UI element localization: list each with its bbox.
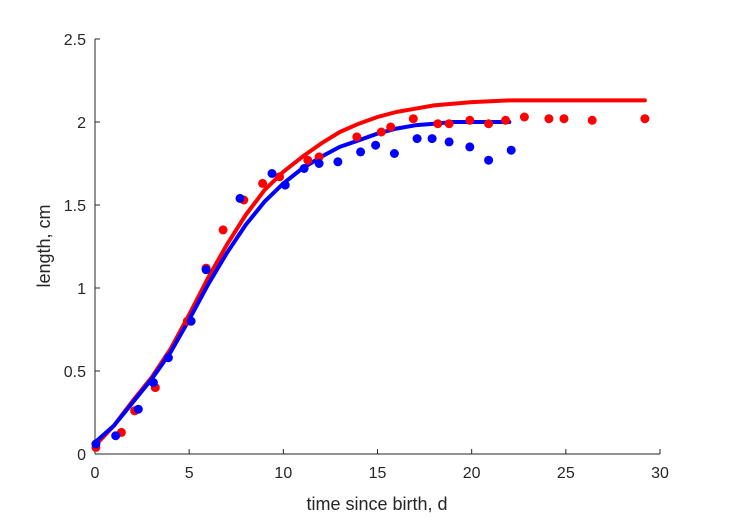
data-point-0	[559, 114, 569, 124]
data-point-0	[433, 119, 443, 129]
y-tick-label: 0	[77, 447, 86, 464]
data-point-1	[371, 140, 381, 150]
data-point-0	[640, 114, 650, 124]
y-tick-label: 0.5	[64, 364, 86, 381]
data-point-0	[386, 122, 396, 132]
data-point-1	[201, 265, 211, 275]
data-point-0	[275, 172, 285, 182]
data-point-0	[258, 178, 268, 188]
data-point-0	[501, 115, 511, 125]
points	[91, 112, 650, 452]
data-point-0	[519, 112, 529, 122]
data-point-0	[376, 127, 386, 137]
data-point-1	[314, 159, 324, 168]
data-point-1	[389, 149, 399, 158]
x-tick-label: 5	[185, 465, 194, 482]
y-tick-label: 2.5	[64, 32, 86, 49]
data-point-1	[148, 378, 158, 388]
data-point-0	[444, 119, 454, 129]
y-axis-label: length, cm	[34, 204, 54, 287]
data-point-0	[218, 225, 228, 235]
fit-curve-0	[93, 98, 647, 448]
x-tick-label: 0	[91, 465, 100, 482]
x-tick-label: 15	[369, 465, 387, 482]
x-tick-label: 10	[274, 465, 292, 482]
data-point-0	[465, 115, 475, 125]
data-point-0	[352, 132, 362, 142]
data-point-1	[333, 157, 343, 167]
data-point-1	[299, 164, 309, 173]
data-point-0	[484, 119, 494, 129]
data-point-1	[412, 134, 422, 144]
data-point-1	[267, 169, 277, 178]
data-point-1	[91, 439, 101, 449]
data-point-1	[235, 193, 245, 203]
data-point-0	[544, 114, 554, 124]
x-tick-label: 25	[557, 465, 575, 482]
data-point-1	[186, 316, 196, 326]
data-point-0	[303, 155, 313, 165]
data-point-1	[506, 145, 516, 155]
data-point-0	[587, 115, 597, 125]
data-point-1	[427, 134, 437, 144]
data-point-0	[314, 152, 324, 162]
data-point-1	[484, 155, 494, 165]
data-point-1	[356, 147, 366, 157]
y-tick-label: 1	[77, 281, 86, 298]
data-point-1	[444, 137, 454, 147]
data-point-1	[280, 180, 290, 190]
data-point-1	[133, 404, 143, 414]
ticks: 0 5 10 15 20 25 30 0 0.5 1 1.5 2 2.5	[64, 32, 669, 482]
data-point-0	[408, 114, 418, 124]
data-point-1	[163, 353, 173, 363]
data-point-1	[111, 431, 121, 441]
x-tick-label: 20	[463, 465, 481, 482]
x-tick-label: 30	[651, 465, 669, 482]
curves	[93, 98, 647, 448]
data-point-1	[465, 142, 475, 152]
x-axis-label: time since birth, d	[306, 494, 447, 514]
y-tick-label: 1.5	[64, 198, 86, 215]
y-tick-label: 2	[77, 115, 86, 132]
